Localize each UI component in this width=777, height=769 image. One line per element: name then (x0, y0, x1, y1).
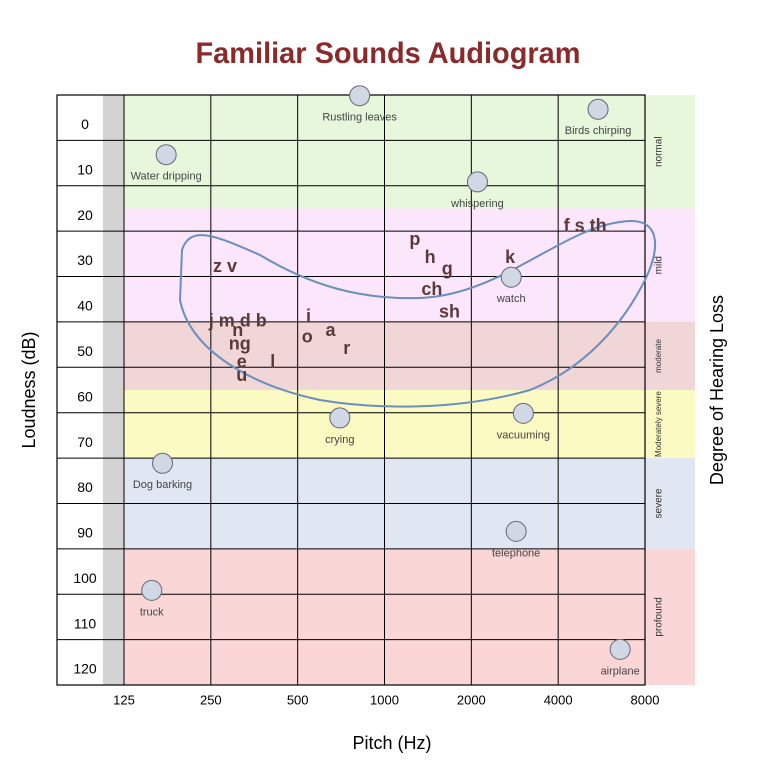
speech-sound: h (425, 247, 436, 267)
speech-sound: f s th (564, 215, 607, 235)
sound-label: truck (140, 606, 164, 618)
sound-label: watch (496, 293, 526, 305)
speech-sound: z v (213, 256, 237, 276)
sound-label: Dog barking (133, 479, 192, 491)
x-tick-label: 4000 (544, 692, 573, 707)
sound-icon (505, 520, 527, 542)
sound-icon (587, 98, 609, 120)
hearing-band (124, 95, 695, 209)
sound-label: Birds chirping (565, 125, 632, 137)
speech-sound: r (343, 338, 350, 358)
speech-sound: n (232, 320, 243, 340)
sound-icon (609, 638, 631, 660)
band-label: profound (654, 597, 665, 636)
y-tick-label: 40 (77, 298, 93, 314)
y-tick-label: 90 (77, 525, 93, 541)
y-tick-label: 0 (81, 116, 89, 132)
sound-label: Rustling leaves (322, 112, 397, 124)
speech-sound: ng (229, 333, 251, 353)
sound-icon (329, 407, 351, 429)
grid: 0 10 20 30 40 50 60 70 80 90 100 110 120 125 250 500 100… (57, 95, 659, 707)
sound-icon (141, 579, 163, 601)
sound-label: whispering (450, 198, 504, 210)
y-tick-label: 120 (73, 661, 97, 677)
sound-icon (155, 144, 177, 166)
sound-icon (500, 266, 522, 288)
y2-axis-label: Degree of Hearing Loss (707, 295, 727, 485)
y-tick-label: 60 (77, 388, 93, 404)
band-label: normal (654, 136, 665, 167)
gutter-bar (103, 95, 124, 685)
y-tick-label: 80 (77, 479, 93, 495)
speech-sound: sh (439, 302, 460, 322)
speech-sound: e (237, 352, 247, 372)
speech-sound: i (306, 306, 311, 326)
speech-sound: u (236, 365, 247, 385)
y-tick-label: 50 (77, 343, 93, 359)
x-tick-label: 8000 (631, 692, 660, 707)
sound-label: telephone (492, 547, 540, 559)
speech-sound: j m d b (208, 311, 267, 331)
y-axis-label: Loudness (dB) (19, 331, 39, 448)
y-tick-label: 100 (73, 570, 97, 586)
y-tick-label: 110 (74, 615, 97, 631)
x-axis-label: Pitch (Hz) (352, 733, 431, 753)
hearing-band (124, 208, 695, 322)
hearing-band (124, 390, 695, 459)
chart-title: Familiar Sounds Audiogram (196, 37, 581, 70)
sound-label: Water dripping (131, 171, 202, 183)
band-label: Moderately severe (654, 391, 663, 457)
sound-label: vacuuming (497, 429, 550, 441)
speech-sound: g (442, 258, 453, 278)
speech-sound: ch (421, 279, 442, 299)
sound-icon (152, 452, 174, 474)
hearing-band (124, 548, 695, 685)
y-tick-label: 30 (77, 252, 93, 268)
speech-sound: k (505, 247, 516, 267)
sound-label: crying (325, 434, 354, 446)
x-tick-label: 250 (200, 692, 222, 707)
x-tick-label: 125 (113, 692, 135, 707)
x-tick-label: 1000 (370, 692, 399, 707)
speech-banana (178, 219, 657, 408)
speech-sound: l (270, 352, 275, 372)
speech-sound: a (326, 320, 337, 340)
y-tick-label: 20 (77, 207, 93, 223)
band-label: moderate (654, 339, 663, 373)
speech-sound: p (409, 229, 420, 249)
x-tick-label: 500 (287, 692, 309, 707)
speech-sound: o (302, 327, 313, 347)
band-label: severe (654, 488, 665, 518)
sound-icon (512, 402, 534, 424)
bands: normal mild moderate Moderately severe sever… (124, 95, 695, 685)
y-tick-label: 10 (77, 161, 93, 177)
sound-label: airplane (601, 665, 640, 677)
x-tick-label: 2000 (457, 692, 486, 707)
sound-icon (349, 85, 371, 107)
band-label: mild (654, 256, 665, 274)
y-tick-label: 70 (77, 434, 93, 450)
sound-icon (466, 171, 488, 193)
